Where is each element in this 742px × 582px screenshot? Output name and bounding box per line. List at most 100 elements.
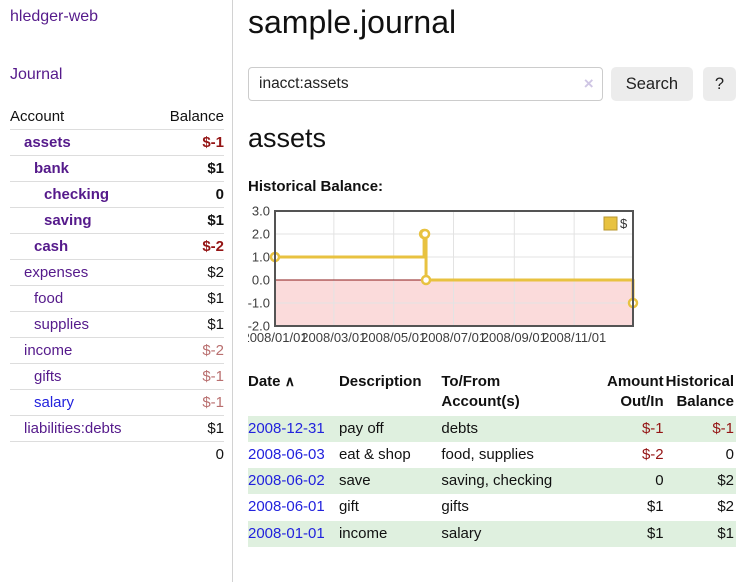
account-row: liabilities:debts $1: [10, 415, 224, 442]
svg-text:2008/03/01: 2008/03/01: [301, 330, 366, 345]
help-button[interactable]: ?: [703, 67, 736, 101]
account-link[interactable]: cash: [34, 238, 69, 255]
account-row: checking 0: [10, 181, 224, 208]
account-link[interactable]: expenses: [24, 264, 89, 281]
register-col-date[interactable]: Date ∧: [248, 373, 295, 390]
transaction-row: 2008-01-01 income salary $1 $1: [248, 520, 736, 547]
svg-text:$: $: [620, 216, 628, 231]
transaction-date-link[interactable]: 2008-06-01: [248, 498, 325, 516]
svg-text:2008/11/01: 2008/11/01: [542, 330, 606, 345]
transaction-accounts: gifts: [441, 498, 469, 516]
account-row: bank $1: [10, 155, 224, 182]
transaction-date-link[interactable]: 2008-12-31: [248, 419, 325, 437]
search-button[interactable]: Search: [610, 67, 693, 101]
account-link[interactable]: food: [34, 290, 64, 307]
search-form: × Search ?: [248, 67, 736, 101]
accounts-total: 0: [154, 441, 224, 467]
transaction-amount: $-2: [641, 445, 664, 463]
account-balance: $1: [154, 207, 224, 234]
account-heading: assets: [248, 123, 327, 153]
transaction-amount: $1: [646, 498, 664, 516]
sidebar: hledger-web Journal Account Balance asse…: [0, 0, 233, 582]
transaction-row: 2008-06-03 eat & shop food, supplies $-2 0: [248, 442, 736, 468]
account-balance: $-2: [154, 233, 224, 260]
account-link[interactable]: salary: [34, 394, 75, 411]
account-link[interactable]: checking: [44, 186, 110, 203]
search-input[interactable]: [248, 67, 603, 101]
transaction-description: eat & shop: [338, 445, 411, 463]
transaction-description: pay off: [338, 419, 384, 437]
sort-asc-icon: ∧: [284, 373, 295, 389]
clear-search-icon[interactable]: ×: [583, 74, 594, 93]
svg-text:2008/09/01: 2008/09/01: [482, 330, 547, 345]
transaction-date-link[interactable]: 2008-06-03: [248, 445, 325, 463]
account-row: gifts $-1: [10, 363, 224, 390]
svg-text:2008/01/01: 2008/01/01: [248, 330, 308, 345]
svg-text:1.0: 1.0: [252, 250, 270, 265]
account-row: expenses $2: [10, 259, 224, 286]
transaction-description: save: [338, 472, 371, 489]
transaction-accounts: saving, checking: [441, 472, 553, 489]
account-balance: $-1: [154, 363, 224, 390]
account-row: supplies $1: [10, 311, 224, 338]
account-balance: 0: [154, 181, 224, 208]
account-row: cash $-2: [10, 233, 224, 260]
register-table: Date ∧ Description To/From Account(s) Am…: [248, 369, 736, 547]
transaction-date-link[interactable]: 2008-06-02: [248, 472, 325, 489]
transaction-balance: 0: [725, 445, 734, 463]
transaction-row: 2008-12-31 pay off debts $-1 $-1: [248, 415, 736, 442]
transaction-row: 2008-06-01 gift gifts $1 $2: [248, 494, 736, 520]
app-title-link[interactable]: hledger-web: [10, 8, 99, 25]
account-row: food $1: [10, 285, 224, 312]
svg-text:2008/05/01: 2008/05/01: [361, 330, 426, 345]
register-col-description: Description: [338, 373, 422, 390]
transaction-description: gift: [338, 498, 359, 516]
transaction-row: 2008-06-02 save saving, checking 0 $2: [248, 468, 736, 495]
svg-text:-2.0: -2.0: [248, 319, 270, 334]
account-balance: $-1: [154, 129, 224, 156]
transaction-description: income: [338, 524, 388, 542]
sidebar-item-journal[interactable]: Journal: [10, 66, 63, 83]
svg-text:3.0: 3.0: [252, 204, 270, 219]
account-balance: $1: [154, 311, 224, 338]
account-link[interactable]: bank: [34, 160, 70, 177]
register-col-accounts: To/From Account(s): [441, 373, 520, 411]
account-row: income $-2: [10, 337, 224, 364]
page-title: sample.journal: [248, 4, 457, 40]
svg-text:2.0: 2.0: [252, 227, 270, 242]
account-link[interactable]: gifts: [34, 368, 62, 385]
account-balance: $-1: [154, 389, 224, 416]
svg-text:2008/07/01: 2008/07/01: [421, 330, 486, 345]
transaction-balance: $2: [717, 498, 734, 516]
account-link[interactable]: assets: [24, 134, 71, 151]
account-balance: $1: [154, 285, 224, 312]
account-row: assets $-1: [10, 129, 224, 156]
account-row: saving $1: [10, 207, 224, 234]
transaction-accounts: food, supplies: [441, 445, 534, 463]
account-link[interactable]: supplies: [34, 316, 90, 333]
transaction-balance: $2: [717, 472, 734, 489]
account-row: salary $-1: [10, 389, 224, 416]
accounts-table: Account Balance assets $-1 bank $1 checking 0…: [10, 104, 224, 467]
accounts-col-balance: Balance: [154, 104, 224, 130]
transaction-amount: $1: [646, 524, 664, 542]
transaction-accounts: salary: [441, 524, 482, 542]
account-balance: $2: [154, 259, 224, 286]
account-balance: $-2: [154, 337, 224, 364]
transaction-balance: $-1: [712, 419, 734, 437]
balance-chart: $3.0 2.0 1.0 0.0 -1.0 -2.0 2008/01/01 2008/03/0…: [242, 204, 736, 353]
main-content: sample.journal × Search ? assets Histori…: [234, 0, 742, 582]
account-link[interactable]: income: [24, 342, 73, 359]
transaction-date-link[interactable]: 2008-01-01: [248, 524, 325, 542]
account-link[interactable]: saving: [44, 212, 92, 229]
transaction-accounts: debts: [441, 419, 479, 437]
account-balance: $1: [154, 415, 224, 442]
register-col-balance: Historical Balance: [665, 373, 734, 411]
chart-label: Historical Balance:: [248, 178, 384, 195]
transaction-balance: $1: [717, 524, 734, 542]
account-balance: $1: [154, 155, 224, 182]
svg-text:-1.0: -1.0: [248, 296, 270, 311]
svg-text:0.0: 0.0: [252, 273, 270, 288]
account-link[interactable]: liabilities:debts: [24, 420, 122, 437]
register-col-amount: Amount Out/In: [606, 373, 664, 411]
